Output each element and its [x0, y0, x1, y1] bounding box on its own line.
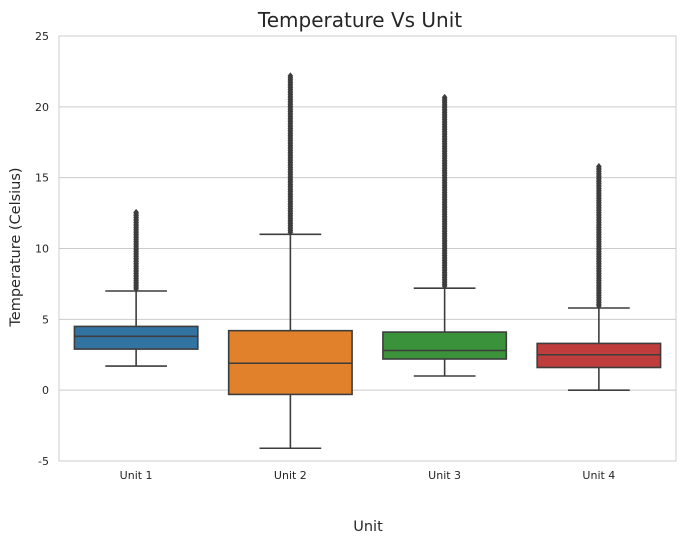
x-tick-label: Unit 1: [120, 469, 153, 482]
outlier-point: [441, 93, 448, 101]
box-group-4: [536, 162, 662, 391]
y-axis-title: Temperature (Celsius): [8, 167, 24, 327]
gridlines: [59, 35, 676, 462]
box-group-3: [382, 93, 508, 377]
box-iqr: [73, 325, 199, 350]
y-tick-label: 25: [35, 30, 49, 43]
outlier-point: [287, 72, 294, 80]
y-tick-label: 15: [35, 172, 49, 185]
outlier-point: [595, 162, 602, 171]
plot-frame: [58, 35, 677, 462]
x-axis-title: Unit: [353, 519, 383, 535]
x-tick-label: Unit 2: [274, 469, 307, 482]
outlier-point: [133, 208, 140, 216]
x-tick-label: Unit 4: [582, 469, 615, 482]
y-tick-label: 10: [35, 243, 49, 256]
chart-title: Temperature Vs Unit: [257, 8, 462, 32]
box-group-1: [73, 208, 199, 367]
y-tick-label: 20: [35, 101, 49, 114]
box-group-2: [227, 72, 353, 450]
y-tick-label: -5: [38, 455, 49, 468]
y-tick-label: 5: [42, 313, 49, 326]
x-tick-label: Unit 3: [428, 469, 461, 482]
box-iqr: [382, 331, 508, 360]
y-tick-label: 0: [42, 384, 49, 397]
